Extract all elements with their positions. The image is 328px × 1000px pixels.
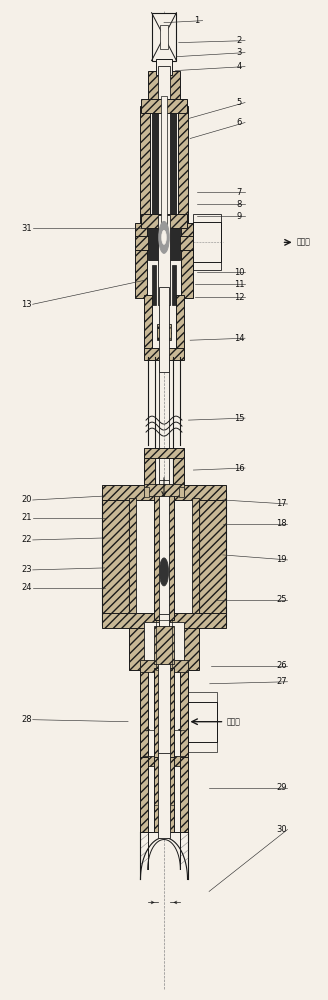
Bar [140,757,188,832]
Bar [148,71,180,106]
Bar [154,626,174,664]
Bar [193,214,220,270]
Bar [152,265,156,305]
Text: 24: 24 [22,583,32,592]
Bar [156,620,172,670]
Text: 31: 31 [22,224,32,233]
Text: 10: 10 [234,268,244,277]
Text: 20: 20 [22,495,32,504]
Bar [144,756,184,766]
Text: 14: 14 [234,334,244,343]
Text: 7: 7 [236,188,242,197]
Bar [158,215,170,305]
Text: 13: 13 [22,300,32,309]
Text: 25: 25 [276,595,287,604]
Text: 28: 28 [22,715,32,724]
Bar [178,106,188,225]
Bar [144,622,184,670]
Text: 30: 30 [276,825,287,834]
Bar [180,664,188,762]
Text: 18: 18 [276,519,287,528]
Bar [102,613,226,628]
Bar [140,664,148,762]
Text: 1: 1 [194,16,199,25]
Bar [158,101,170,230]
Bar [148,228,180,260]
Text: 27: 27 [276,677,287,686]
Bar [179,487,184,497]
Bar [154,757,174,832]
Bar [158,66,170,111]
Circle shape [162,230,166,244]
Text: 21: 21 [22,513,32,522]
Bar [154,668,174,758]
Bar [159,614,169,684]
Bar [144,454,155,492]
Bar [144,487,149,497]
Bar [140,664,188,762]
Bar [172,265,176,305]
Bar [135,223,147,298]
Text: 29: 29 [276,783,287,792]
Bar [180,757,188,832]
Circle shape [159,221,169,253]
Text: 4: 4 [236,62,242,71]
Bar [154,488,174,620]
Bar [140,660,188,672]
Bar [159,287,169,372]
Bar [188,692,217,752]
Text: 12: 12 [234,293,244,302]
Bar [144,448,184,458]
Bar [188,702,217,742]
Bar [176,295,184,357]
Bar [157,324,171,340]
Bar [158,664,170,760]
Bar [181,223,193,298]
Bar [159,480,169,630]
Bar [144,295,152,357]
Bar [141,214,187,228]
Bar [144,348,184,360]
Text: 2: 2 [236,36,242,45]
Text: 11: 11 [234,280,244,289]
Bar [144,484,184,496]
Bar [129,622,199,670]
Text: 19: 19 [276,555,287,564]
Bar [152,108,176,225]
Bar [161,96,167,240]
Bar [102,493,129,625]
Bar [199,493,226,625]
Text: 5: 5 [236,98,242,107]
Bar [140,106,150,225]
Bar [135,236,193,250]
Text: 15: 15 [234,414,244,423]
Text: 9: 9 [236,212,242,221]
Text: 6: 6 [236,118,242,127]
Bar [192,498,199,613]
Bar [140,757,148,832]
Text: 23: 23 [22,565,32,574]
Bar [156,59,172,75]
Text: 进水口: 进水口 [227,717,241,726]
Text: 16: 16 [234,464,244,473]
Text: 22: 22 [22,535,32,544]
Bar [158,753,170,838]
Text: 26: 26 [276,661,287,670]
Bar [160,25,168,49]
Text: 8: 8 [236,200,242,209]
Bar [193,222,220,262]
Bar [129,498,136,613]
Text: 3: 3 [236,48,242,57]
Bar [152,13,176,61]
Text: 出水口: 出水口 [296,238,310,247]
Bar [141,99,187,113]
Text: 17: 17 [276,499,287,508]
Bar [173,454,184,492]
Circle shape [159,558,169,586]
Bar [102,485,226,500]
